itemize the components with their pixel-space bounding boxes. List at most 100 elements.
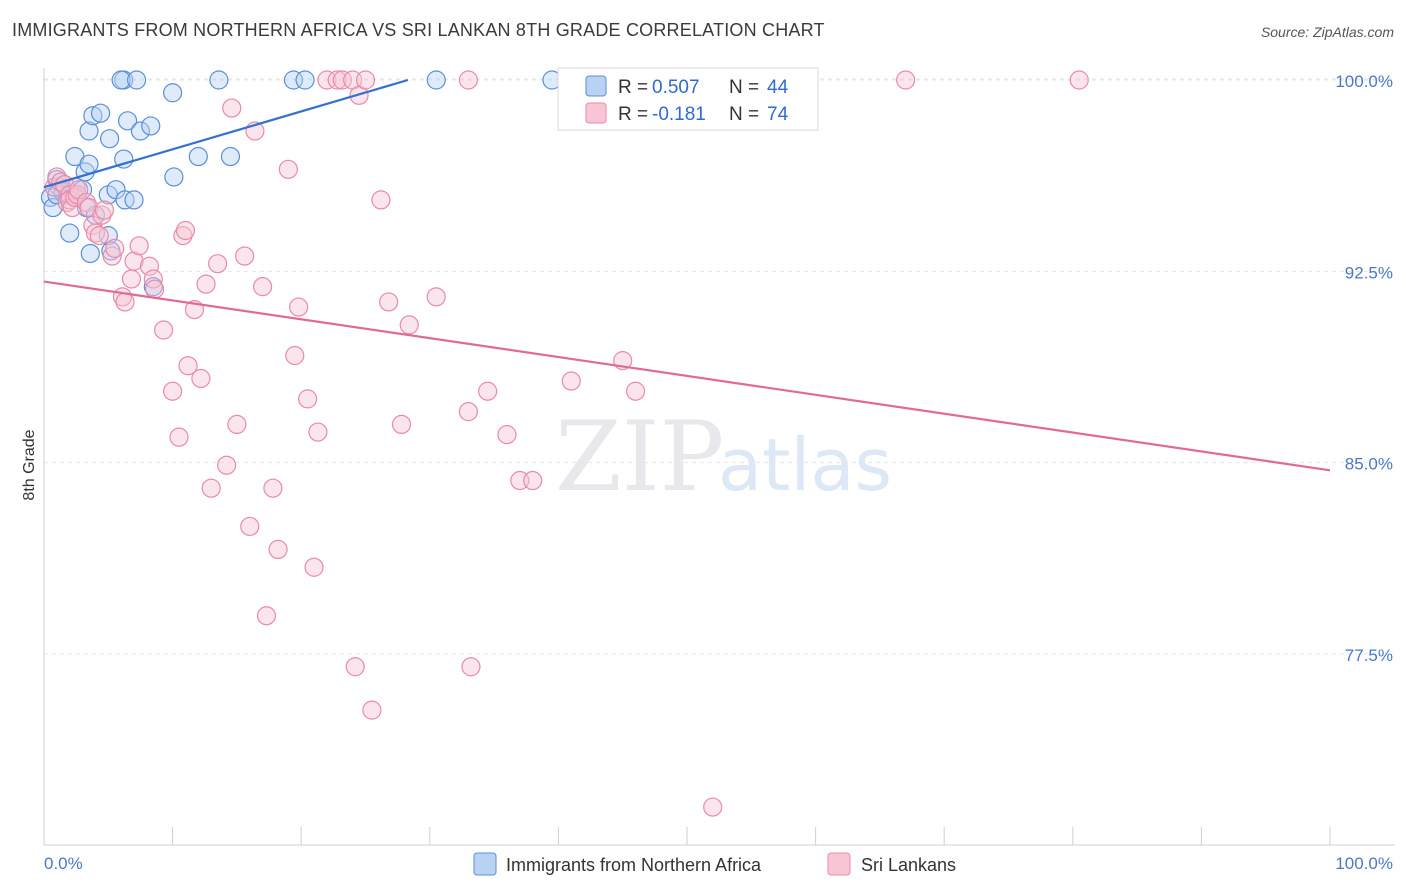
data-point xyxy=(126,70,147,90)
chart-title: IMMIGRANTS FROM NORTHERN AFRICA VS SRI L… xyxy=(12,20,825,40)
data-point xyxy=(139,256,160,276)
trend-line-sri-lankans xyxy=(43,280,1331,472)
data-point xyxy=(1069,70,1089,90)
data-point xyxy=(76,192,97,213)
data-point xyxy=(89,226,109,246)
watermark: ZIP atlas xyxy=(555,401,892,513)
y-tick-label: 85.0% xyxy=(1345,455,1393,474)
data-point xyxy=(144,279,165,299)
data-point xyxy=(129,236,149,256)
data-point xyxy=(458,402,478,422)
legend-swatch-pink xyxy=(585,102,607,124)
legend-r-value-2: -0.181 xyxy=(652,104,706,125)
data-point xyxy=(115,292,135,312)
data-point xyxy=(345,657,365,677)
data-point xyxy=(94,200,115,220)
axes xyxy=(43,68,1395,846)
data-point xyxy=(90,103,111,123)
data-point xyxy=(169,427,189,447)
data-point xyxy=(208,254,228,274)
bottom-legend: Immigrants from Northern Africa Sri Lank… xyxy=(473,852,956,876)
y-tick-label: 100.0% xyxy=(1335,72,1393,91)
bottom-legend-swatch-pink xyxy=(827,852,851,876)
data-point xyxy=(43,197,63,218)
y-axis-label: 8th Grade xyxy=(21,429,38,500)
data-point xyxy=(130,121,151,141)
data-point xyxy=(121,269,142,289)
data-point xyxy=(426,287,446,307)
data-point xyxy=(426,70,446,90)
data-point xyxy=(124,190,144,210)
data-point xyxy=(175,220,196,241)
data-point xyxy=(92,205,112,225)
data-point xyxy=(379,292,399,312)
data-point xyxy=(561,371,581,391)
data-point xyxy=(332,70,352,90)
data-point xyxy=(196,274,216,294)
source-label: Source: ZipAtlas.com xyxy=(1260,24,1394,40)
y-tick-labels: 77.5% 85.0% 92.5% 100.0% xyxy=(1335,72,1393,665)
data-point xyxy=(283,70,304,90)
data-point xyxy=(478,381,498,401)
data-point xyxy=(83,106,103,126)
data-point xyxy=(461,657,481,677)
data-point xyxy=(191,368,211,389)
data-point xyxy=(124,251,144,271)
data-point xyxy=(79,121,99,141)
data-point xyxy=(201,478,221,498)
data-point xyxy=(458,70,478,90)
data-point xyxy=(327,70,347,90)
data-point xyxy=(227,414,247,434)
series-sri-lankans-points xyxy=(44,70,1089,817)
data-point xyxy=(178,356,198,376)
legend-r-label-1: R = xyxy=(618,77,648,98)
bottom-legend-swatch-blue xyxy=(473,852,497,876)
data-point xyxy=(391,414,412,434)
data-point xyxy=(117,111,138,131)
legend-n-label-1: N = xyxy=(729,77,759,98)
y-tick-label: 92.5% xyxy=(1345,263,1393,282)
data-point xyxy=(268,539,288,560)
legend-r-value-1: 0.507 xyxy=(652,77,700,98)
grid-lines xyxy=(44,78,1395,655)
data-point xyxy=(523,470,543,491)
y-tick-label: 77.5% xyxy=(1345,646,1393,665)
data-point xyxy=(285,345,305,366)
data-point xyxy=(240,516,260,537)
data-point xyxy=(298,389,318,409)
data-point xyxy=(79,154,99,174)
bottom-legend-label-2: Sri Lankans xyxy=(861,855,956,875)
data-point xyxy=(143,269,163,289)
data-point xyxy=(111,70,131,90)
data-point xyxy=(163,83,183,103)
data-point xyxy=(153,320,174,340)
data-point xyxy=(263,478,283,498)
data-point xyxy=(164,167,184,187)
watermark-zip: ZIP xyxy=(555,401,724,513)
trend-line-immigrants xyxy=(43,78,409,189)
data-point xyxy=(289,297,309,317)
data-point xyxy=(188,146,208,167)
data-point xyxy=(220,146,241,167)
data-point xyxy=(497,425,517,445)
data-point xyxy=(317,70,337,90)
data-point xyxy=(362,700,382,720)
legend-r-label-2: R = xyxy=(618,104,648,125)
data-point xyxy=(99,129,120,149)
data-point xyxy=(625,381,646,401)
data-point xyxy=(141,116,161,136)
watermark-atlas: atlas xyxy=(718,423,892,507)
data-point xyxy=(235,246,255,266)
data-point xyxy=(308,422,328,442)
data-point xyxy=(114,149,134,169)
data-point xyxy=(209,70,229,90)
data-point xyxy=(102,246,122,266)
x-tick-label-end: 100.0% xyxy=(1335,854,1393,873)
legend: R = 0.507 N = 44 R = -0.181 N = 74 xyxy=(557,67,819,131)
bottom-legend-label-1: Immigrants from Northern Africa xyxy=(506,855,762,875)
data-point xyxy=(163,381,183,401)
data-point xyxy=(295,70,315,90)
data-point xyxy=(60,223,80,243)
data-point xyxy=(399,315,419,335)
